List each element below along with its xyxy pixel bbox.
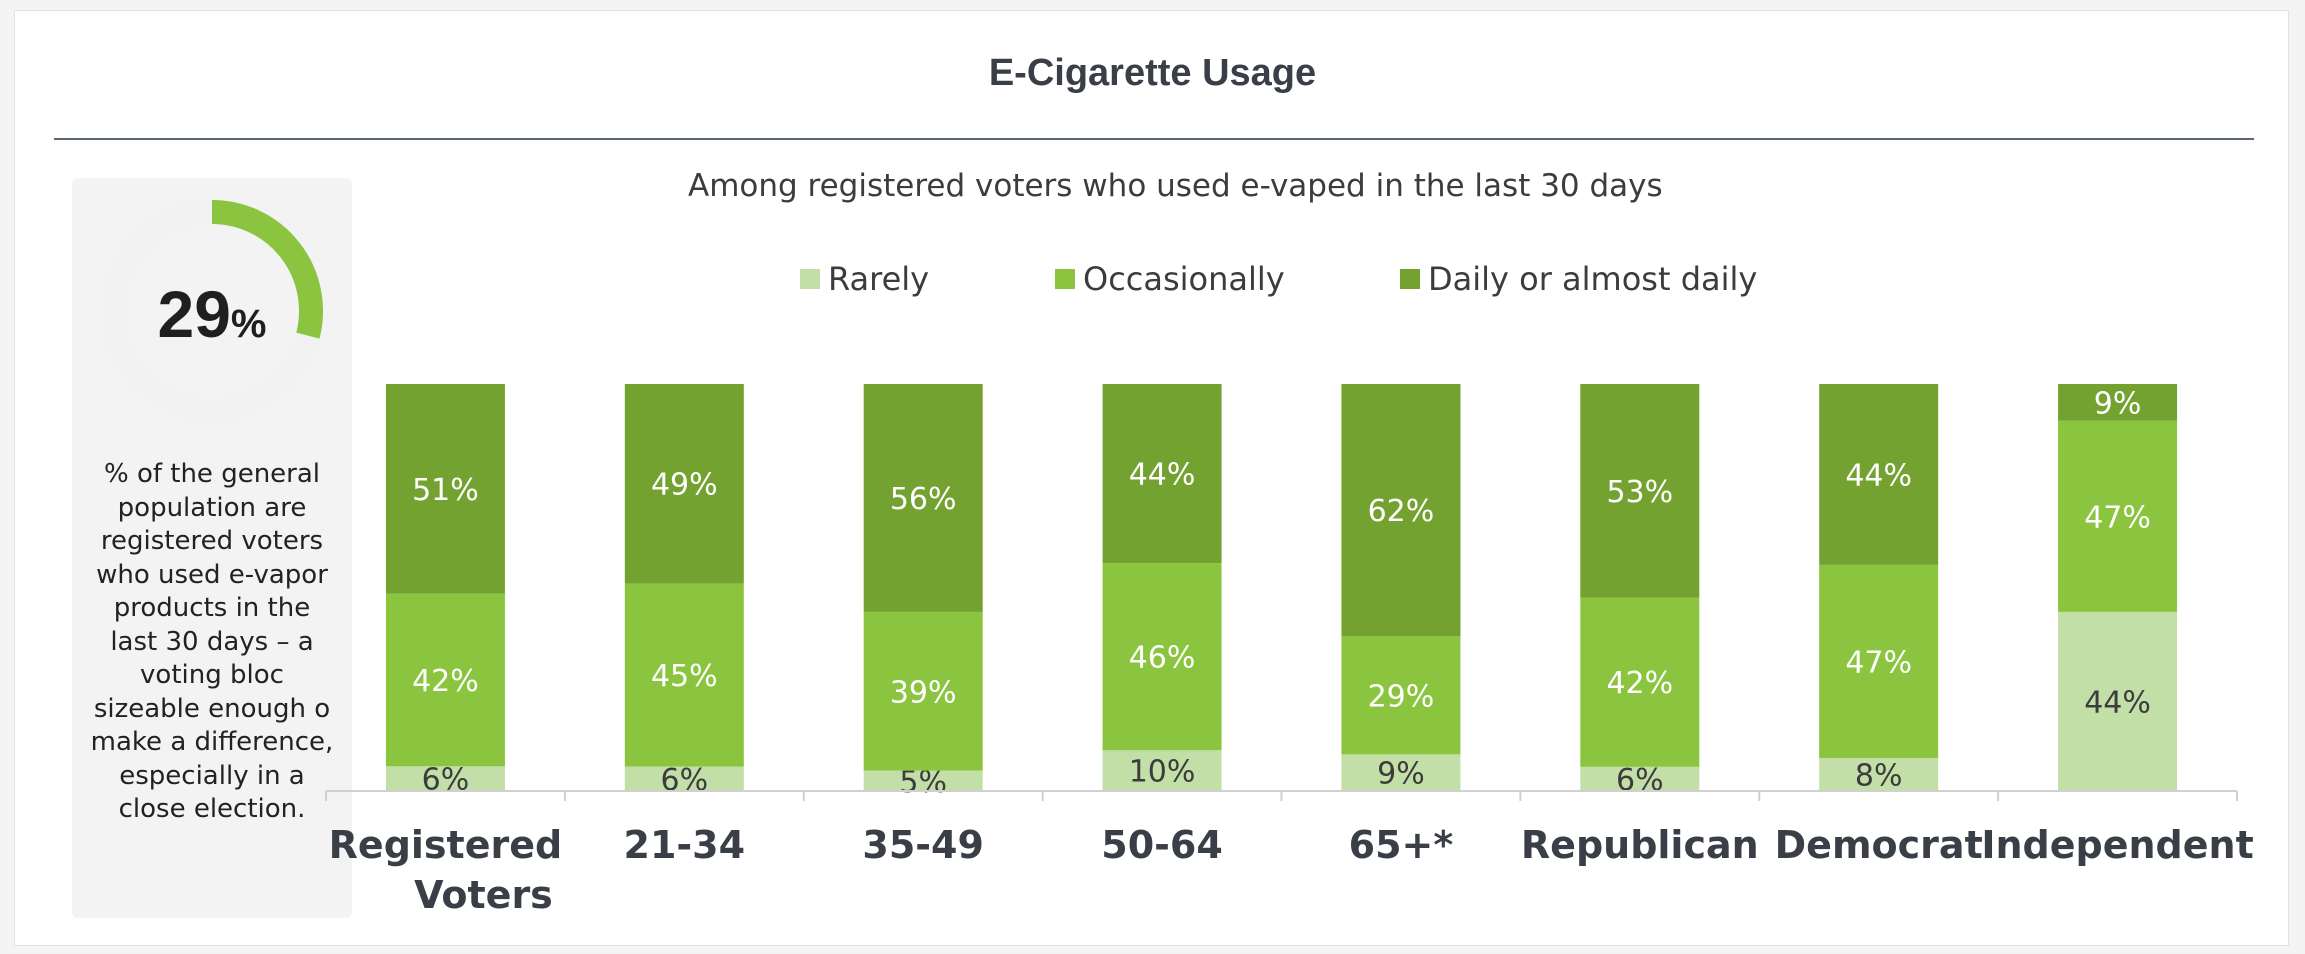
data-label-occasionally-0: 42% — [412, 664, 479, 699]
data-label-daily-2: 56% — [890, 482, 957, 517]
data-label-daily-1: 49% — [651, 468, 718, 503]
legend-label-occasionally: Occasionally — [1083, 260, 1285, 298]
bar-rarely-6 — [1819, 758, 1939, 791]
data-label-occasionally-5: 42% — [1606, 666, 1673, 701]
category-label-3: 50-64 — [1101, 823, 1223, 867]
bar-occasionally-7 — [2058, 420, 2178, 612]
category-label-4: 65+* — [1349, 823, 1454, 867]
bar-occasionally-5 — [1580, 597, 1700, 767]
data-label-rarely-5: 6% — [1616, 763, 1664, 798]
category-label-2: 35-49 — [862, 823, 984, 867]
data-label-rarely-3: 10% — [1129, 755, 1196, 790]
donut-chart — [101, 200, 323, 422]
bar-rarely-2 — [863, 770, 983, 791]
highlight-unit: % — [230, 302, 267, 346]
bar-daily-2 — [863, 384, 983, 612]
bar-occasionally-3 — [1102, 563, 1222, 751]
data-label-rarely-7: 44% — [2084, 685, 2151, 720]
highlight-value: 29% — [101, 276, 323, 352]
data-label-rarely-4: 9% — [1377, 757, 1425, 792]
bar-rarely-1 — [624, 766, 744, 791]
data-label-daily-5: 53% — [1606, 475, 1673, 510]
highlight-number: 29 — [157, 277, 231, 351]
data-label-occasionally-1: 45% — [651, 659, 718, 694]
category-label-6: Democrat — [1775, 823, 1983, 867]
legend-swatch-occasionally — [1055, 269, 1075, 289]
legend-item-occasionally: Occasionally — [1055, 260, 1285, 298]
category-label-1: 21-34 — [624, 823, 746, 867]
bar-daily-1 — [624, 384, 744, 584]
bar-rarely-0 — [385, 766, 505, 791]
chart-title: E-Cigarette Usage — [988, 52, 1317, 94]
bar-occasionally-0 — [385, 593, 505, 767]
legend-swatch-daily — [1400, 269, 1420, 289]
title-divider — [54, 138, 2254, 140]
data-label-occasionally-4: 29% — [1368, 679, 1435, 714]
data-label-daily-0: 51% — [412, 473, 479, 508]
bar-daily-4 — [1341, 384, 1461, 637]
bar-daily-5 — [1580, 384, 1700, 598]
legend-label-rarely: Rarely — [828, 260, 930, 298]
legend-swatch-rarely — [800, 269, 820, 289]
bar-occasionally-2 — [863, 611, 983, 771]
legend-item-rarely: Rarely — [800, 260, 929, 298]
data-label-rarely-1: 6% — [661, 763, 709, 798]
bar-occasionally-4 — [1341, 636, 1461, 755]
bar-occasionally-6 — [1819, 564, 1939, 759]
bar-daily-6 — [1819, 384, 1939, 565]
chart-subtitle: Among registered voters who used e-vaped… — [688, 168, 1663, 204]
bar-daily-7 — [2058, 384, 2178, 421]
category-label-7: Independent — [1981, 823, 2253, 867]
data-label-rarely-0: 6% — [422, 763, 470, 798]
data-label-rarely-2: 5% — [899, 765, 947, 800]
data-label-daily-6: 44% — [1845, 458, 1912, 493]
data-label-occasionally-2: 39% — [890, 675, 957, 710]
category-label-5: Republican — [1521, 823, 1759, 867]
category-label-0: Registered Voters — [329, 823, 563, 917]
legend-item-daily: Daily or almost daily — [1400, 260, 1757, 298]
data-label-occasionally-6: 47% — [1845, 646, 1912, 681]
data-label-occasionally-3: 46% — [1129, 641, 1196, 676]
bar-occasionally-1 — [624, 583, 744, 767]
donut-fill — [211, 200, 323, 339]
data-label-daily-4: 62% — [1368, 494, 1435, 529]
bar-daily-3 — [1102, 384, 1222, 564]
data-label-rarely-6: 8% — [1855, 759, 1903, 794]
data-label-occasionally-7: 47% — [2084, 500, 2151, 535]
bar-rarely-7 — [2058, 611, 2178, 791]
data-label-daily-7: 9% — [2094, 386, 2142, 421]
legend-label-daily: Daily or almost daily — [1428, 260, 1758, 298]
bar-rarely-5 — [1580, 766, 1700, 791]
bar-rarely-3 — [1102, 750, 1222, 791]
bar-rarely-4 — [1341, 754, 1461, 791]
highlight-description: % of the general population are register… — [90, 459, 334, 824]
data-label-daily-3: 44% — [1129, 458, 1196, 493]
bar-daily-0 — [385, 384, 505, 594]
